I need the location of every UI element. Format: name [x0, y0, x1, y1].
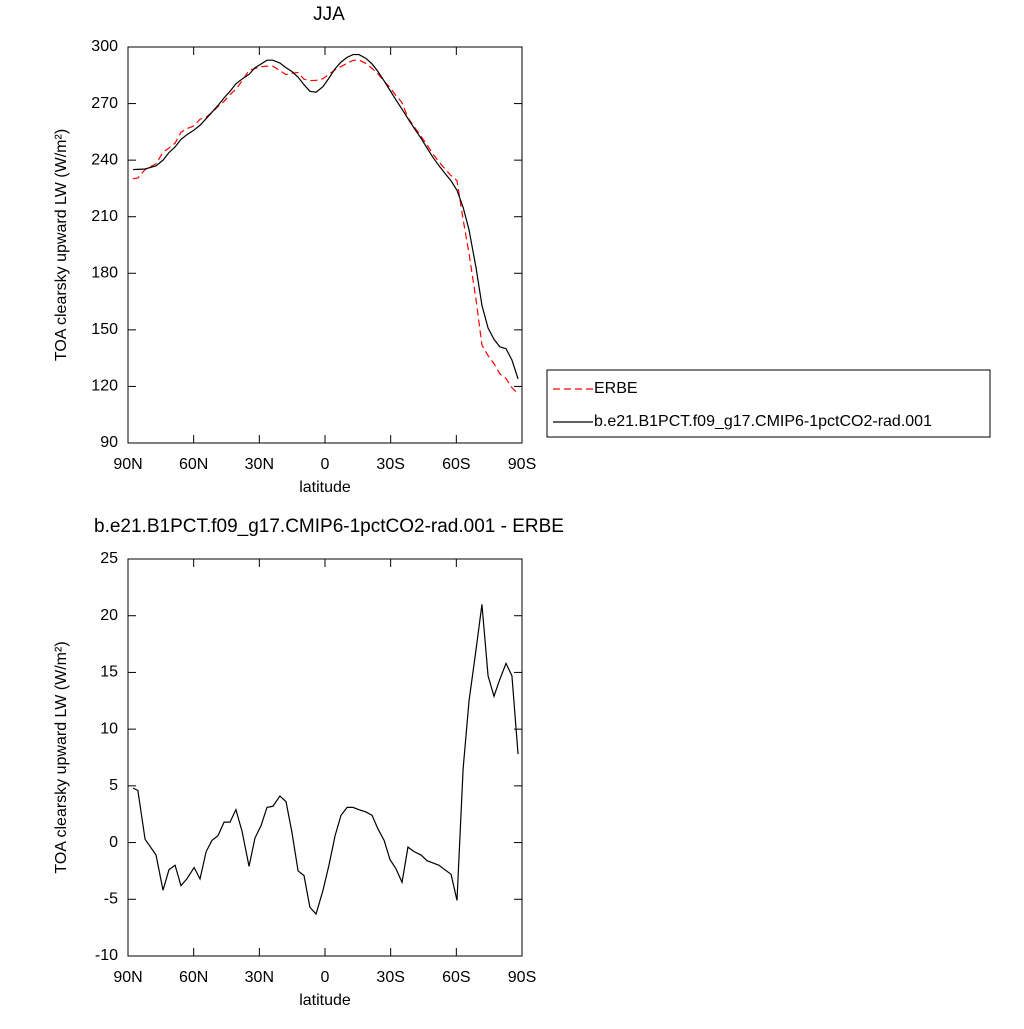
y-tick-label: 150: [91, 321, 118, 338]
x-tick-label: 30N: [245, 969, 274, 986]
x-tick-label: 30N: [245, 456, 274, 473]
x-tick-label: 0: [321, 969, 330, 986]
y-tick-label: 270: [91, 95, 118, 112]
data-line: [132, 604, 519, 916]
x-tick-label: 60N: [179, 969, 208, 986]
plot-frame: [127, 558, 523, 957]
x-tick-label: 30S: [376, 969, 404, 986]
plot-frame: [127, 46, 523, 444]
chart-title: b.e21.B1PCT.f09_g17.CMIP6-1pctCO2-rad.00…: [94, 516, 564, 537]
y-tick-label: 5: [109, 777, 118, 794]
y-tick-label: 15: [100, 664, 118, 681]
legend-box: [546, 369, 991, 438]
y-tick-label: 240: [91, 151, 118, 168]
x-tick-label: 30S: [376, 456, 404, 473]
y-tick-label: 90: [100, 434, 118, 451]
data-line: [132, 59, 519, 395]
chart-title: JJA: [313, 4, 345, 25]
y-tick-label: 210: [91, 208, 118, 225]
x-tick-label: 90N: [113, 456, 142, 473]
y-tick-label: -10: [95, 947, 118, 964]
y-axis-label: TOA clearsky upward LW (W/m²): [53, 129, 70, 361]
x-tick-label: 60S: [442, 969, 470, 986]
x-tick-label: 90N: [113, 969, 142, 986]
x-axis-label: latitude: [299, 992, 351, 1009]
y-tick-label: 20: [100, 607, 118, 624]
y-tick-label: 25: [100, 550, 118, 567]
y-tick-label: -5: [104, 891, 118, 908]
x-axis-label: latitude: [299, 479, 351, 496]
data-line: [133, 53, 519, 380]
y-tick-label: 120: [91, 378, 118, 395]
y-tick-label: 300: [91, 38, 118, 55]
legend-label: b.e21.B1PCT.f09_g17.CMIP6-1pctCO2-rad.00…: [594, 413, 932, 430]
x-tick-label: 60N: [179, 456, 208, 473]
x-tick-label: 90S: [508, 456, 536, 473]
y-tick-label: 0: [109, 834, 118, 851]
y-tick-label: 10: [100, 720, 118, 737]
x-tick-label: 90S: [508, 969, 536, 986]
y-axis-label: TOA clearsky upward LW (W/m²): [53, 641, 70, 873]
x-tick-label: 60S: [442, 456, 470, 473]
legend-label: ERBE: [594, 380, 638, 397]
y-tick-label: 180: [91, 265, 118, 282]
x-tick-label: 0: [321, 456, 330, 473]
